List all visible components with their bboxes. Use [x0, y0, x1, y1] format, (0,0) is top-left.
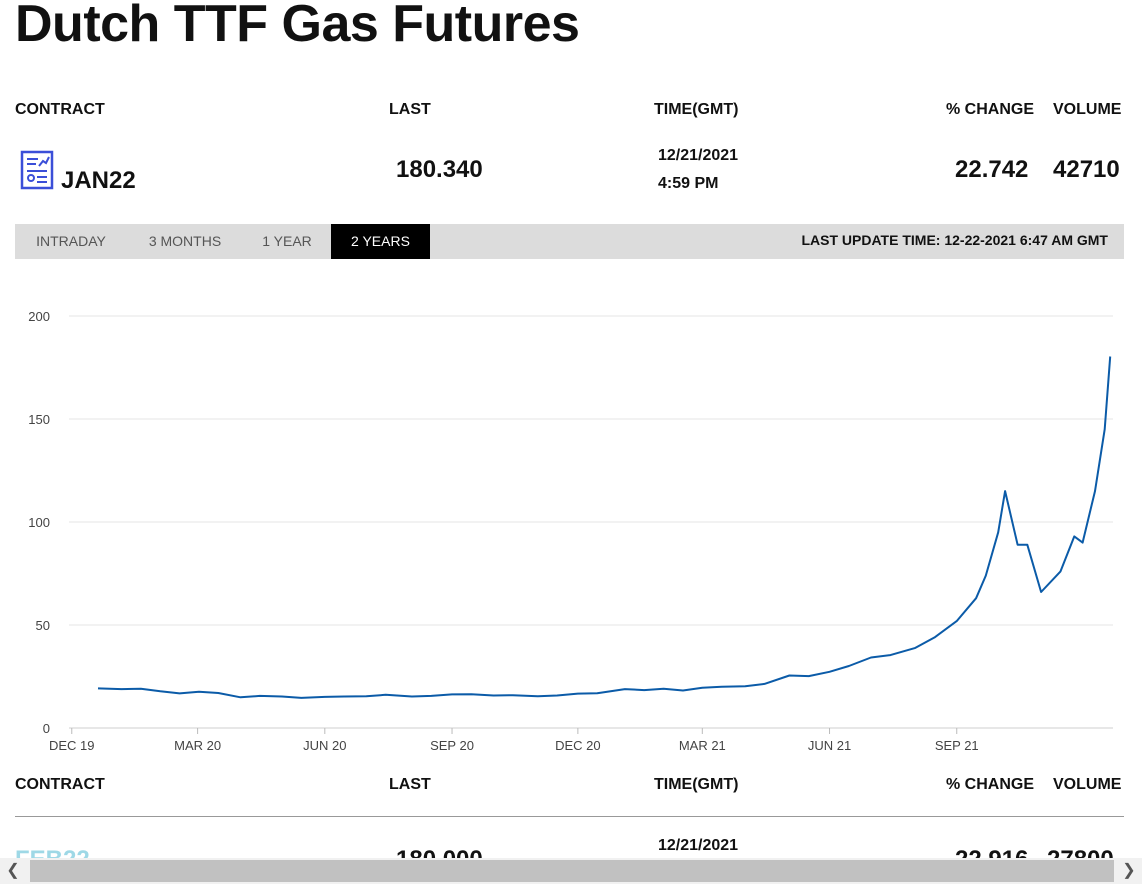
- contract-header-2: CONTRACT: [15, 776, 105, 793]
- document-chart-icon[interactable]: [20, 150, 54, 190]
- last-header-2: LAST: [389, 776, 431, 793]
- x-tick-label: JUN 21: [808, 738, 851, 753]
- change-header-2: % CHANGE: [946, 776, 1035, 793]
- trade-date: 12/21/2021: [658, 147, 739, 164]
- time-header: TIME(GMT): [654, 101, 739, 118]
- volume-value: 42710: [1053, 156, 1120, 183]
- volume-header-2: VOLUME: [1053, 776, 1122, 793]
- y-tick-label: 0: [43, 721, 50, 736]
- tab-intraday[interactable]: INTRADAY: [36, 233, 106, 249]
- x-tick-label: DEC 20: [555, 738, 601, 753]
- contract-header: CONTRACT: [15, 101, 105, 118]
- x-tick-label: MAR 21: [679, 738, 726, 753]
- volume-header: VOLUME: [1053, 101, 1122, 118]
- change-header: % CHANGE: [946, 101, 1035, 118]
- y-tick-label: 100: [28, 515, 50, 530]
- last-update-time: LAST UPDATE TIME: 12-22-2021 6:47 AM GMT: [801, 232, 1108, 248]
- chevron-right-icon[interactable]: ❯: [1122, 862, 1136, 879]
- y-tick-label: 150: [28, 412, 50, 427]
- header-divider: [15, 816, 1124, 817]
- y-tick-label: 200: [28, 309, 50, 324]
- chevron-left-icon[interactable]: ❮: [6, 862, 20, 879]
- range-tab-bar: INTRADAY 3 MONTHS 1 YEAR 2 YEARS LAST UP…: [15, 224, 1124, 259]
- contract-link[interactable]: JAN22: [61, 167, 136, 194]
- last-header: LAST: [389, 101, 431, 118]
- x-tick-label: DEC 19: [49, 738, 95, 753]
- x-tick-label: JUN 20: [303, 738, 346, 753]
- price-line: [97, 356, 1112, 699]
- percent-change: 22.742: [955, 156, 1029, 183]
- last-price: 180.340: [396, 156, 483, 183]
- y-tick-label: 50: [36, 618, 50, 633]
- trade-date-2: 12/21/2021: [658, 837, 739, 854]
- horizontal-scrollbar[interactable]: ❮ ❯: [0, 858, 1142, 884]
- price-chart: 0 50 100 150 200 DEC 19 MAR 20 JUN 20 SEP 20 DEC …: [28, 309, 1113, 753]
- tab-2-years[interactable]: 2 YEARS: [331, 224, 430, 259]
- scrollbar-thumb[interactable]: [30, 860, 1114, 882]
- tab-1-year[interactable]: 1 YEAR: [262, 233, 312, 249]
- page-title: Dutch TTF Gas Futures: [15, 0, 580, 53]
- time-header-2: TIME(GMT): [654, 776, 739, 793]
- x-tick-label: SEP 21: [935, 738, 979, 753]
- x-tick-label: SEP 20: [430, 738, 474, 753]
- tab-3-months[interactable]: 3 MONTHS: [148, 233, 222, 249]
- trade-time: 4:59 PM: [658, 175, 719, 192]
- x-tick-label: MAR 20: [174, 738, 221, 753]
